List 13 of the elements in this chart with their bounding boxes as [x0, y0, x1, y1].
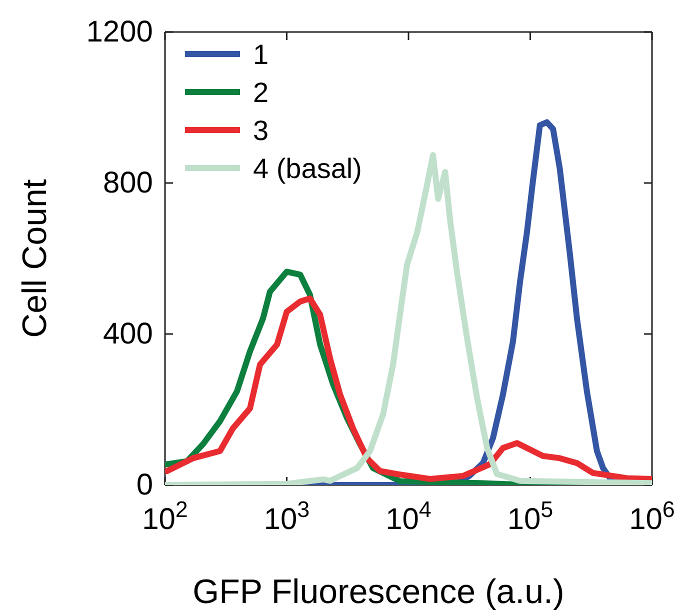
- y-axis-title: Cell Count: [16, 178, 54, 338]
- x-tick-label: 10$^{3}$: [264, 496, 310, 536]
- x-axis-title: GFP Fluorescence (a.u.): [192, 573, 564, 611]
- legend-label: 3: [253, 114, 269, 146]
- x-tick-label: 10$^{5}$: [507, 496, 554, 536]
- x-tick-label: 10$^{4}$: [386, 496, 432, 536]
- y-tick-label: 400: [102, 318, 153, 351]
- y-tick-label: 1200: [86, 16, 153, 49]
- legend-label: 4 (basal): [253, 152, 362, 184]
- legend-label: 1: [253, 38, 269, 70]
- legend-label: 2: [253, 76, 269, 108]
- y-tick-label: 800: [102, 166, 153, 200]
- x-tick-label: 10$^{6}$: [629, 496, 675, 536]
